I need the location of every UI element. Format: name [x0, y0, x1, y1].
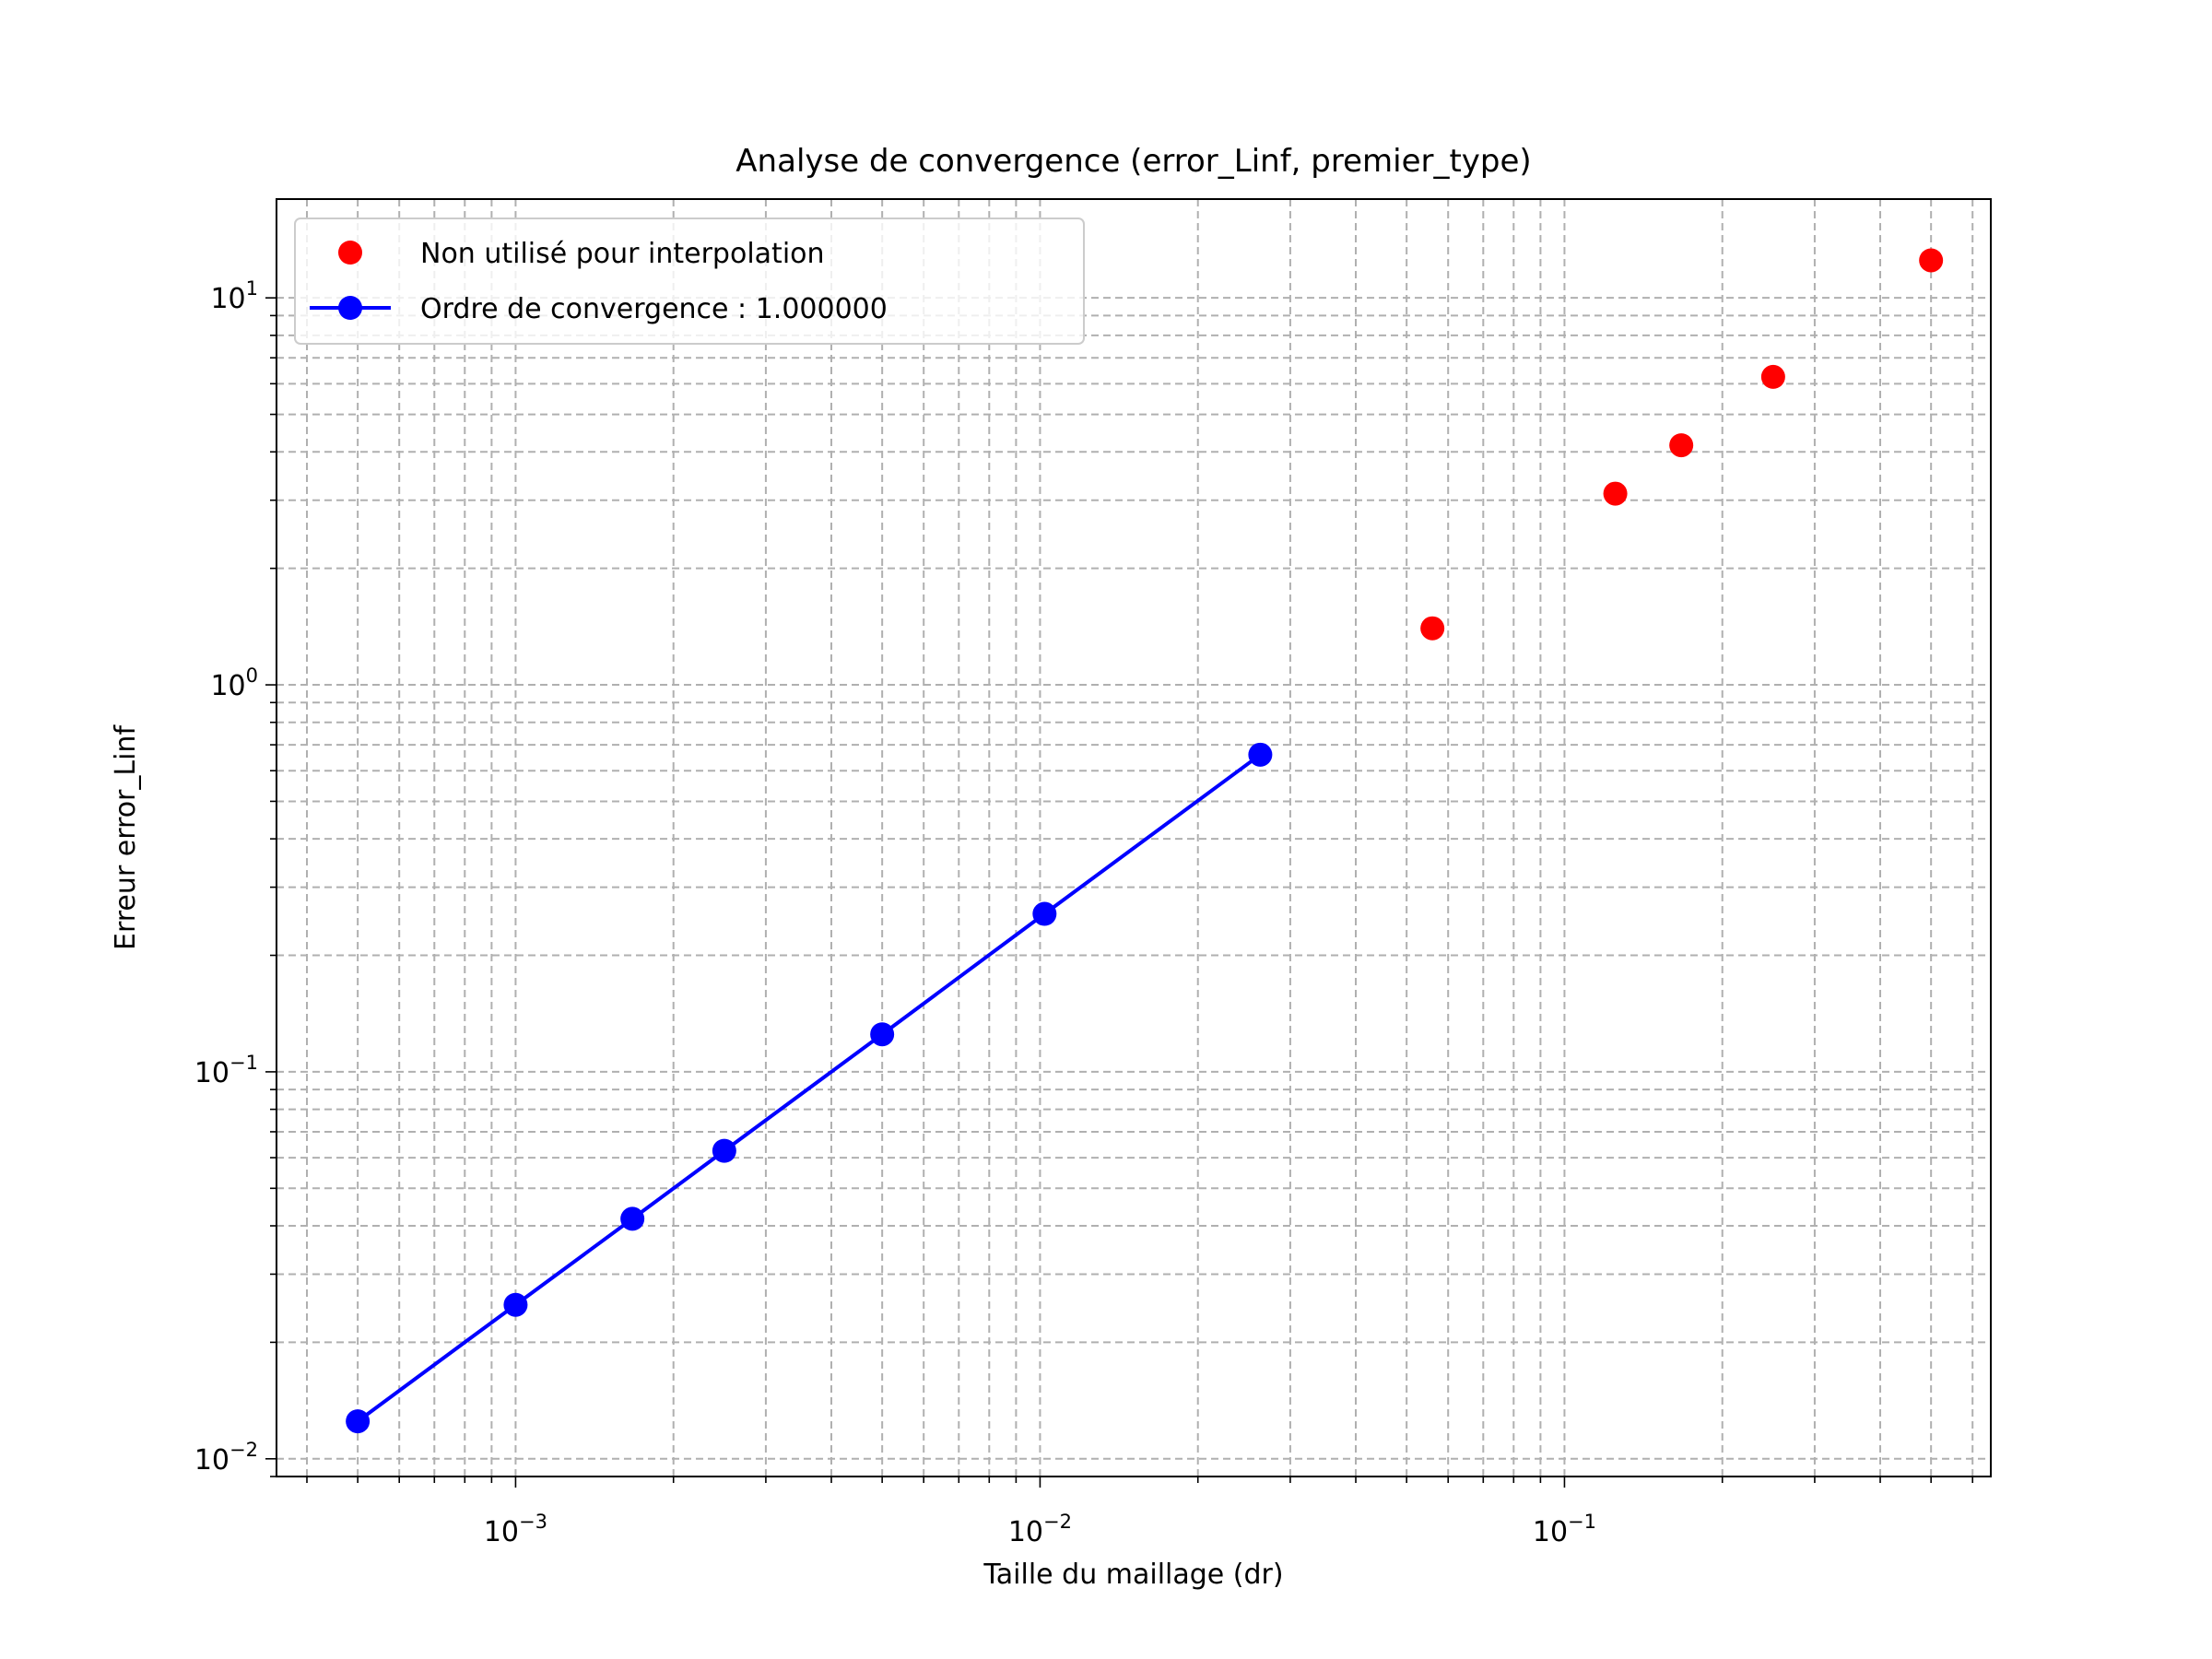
data-point [1760, 364, 1785, 389]
y-tick-label: 101 [210, 277, 258, 315]
legend-label-non-utilise: Non utilisé pour interpolation [420, 238, 825, 270]
legend-label-ordre: Ordre de convergence : 1.000000 [420, 293, 888, 325]
x-tick-label: 10−2 [1008, 1511, 1072, 1548]
legend-box [294, 218, 1085, 345]
data-point [1420, 616, 1445, 641]
data-point [346, 1409, 371, 1434]
legend-marker-ordre [338, 296, 362, 320]
data-point [1603, 481, 1628, 506]
data-series [346, 248, 1944, 1434]
chart-title: Analyse de convergence (error_Linf, prem… [735, 143, 1531, 180]
x-tick-label: 10−1 [1533, 1511, 1596, 1548]
series-non-utilise [1420, 248, 1944, 641]
y-tick-label: 10−2 [194, 1439, 258, 1477]
legend: Non utilisé pour interpolation Ordre de … [294, 218, 1085, 345]
data-point [1669, 433, 1694, 458]
data-point [620, 1206, 645, 1231]
axis-ticks: 10−3 10−2 10−1 10−2 10−1 100 101 [194, 277, 1974, 1548]
data-point [712, 1138, 736, 1163]
data-point [1032, 901, 1057, 926]
x-tick-label: 10−3 [484, 1511, 547, 1548]
plot-frame [276, 198, 1992, 1477]
y-axis-label: Erreur error_Linf [110, 724, 142, 950]
data-point [1919, 248, 1944, 273]
plot-area [276, 199, 1991, 1477]
data-point [503, 1292, 528, 1317]
data-point [1248, 742, 1273, 767]
y-tick-label: 100 [210, 665, 258, 702]
legend-marker-non-utilise [338, 241, 362, 265]
series-ordre-convergence [346, 742, 1273, 1434]
data-point [870, 1022, 895, 1047]
x-axis-label: Taille du maillage (dr) [982, 1559, 1283, 1591]
y-tick-label: 10−1 [194, 1052, 258, 1089]
